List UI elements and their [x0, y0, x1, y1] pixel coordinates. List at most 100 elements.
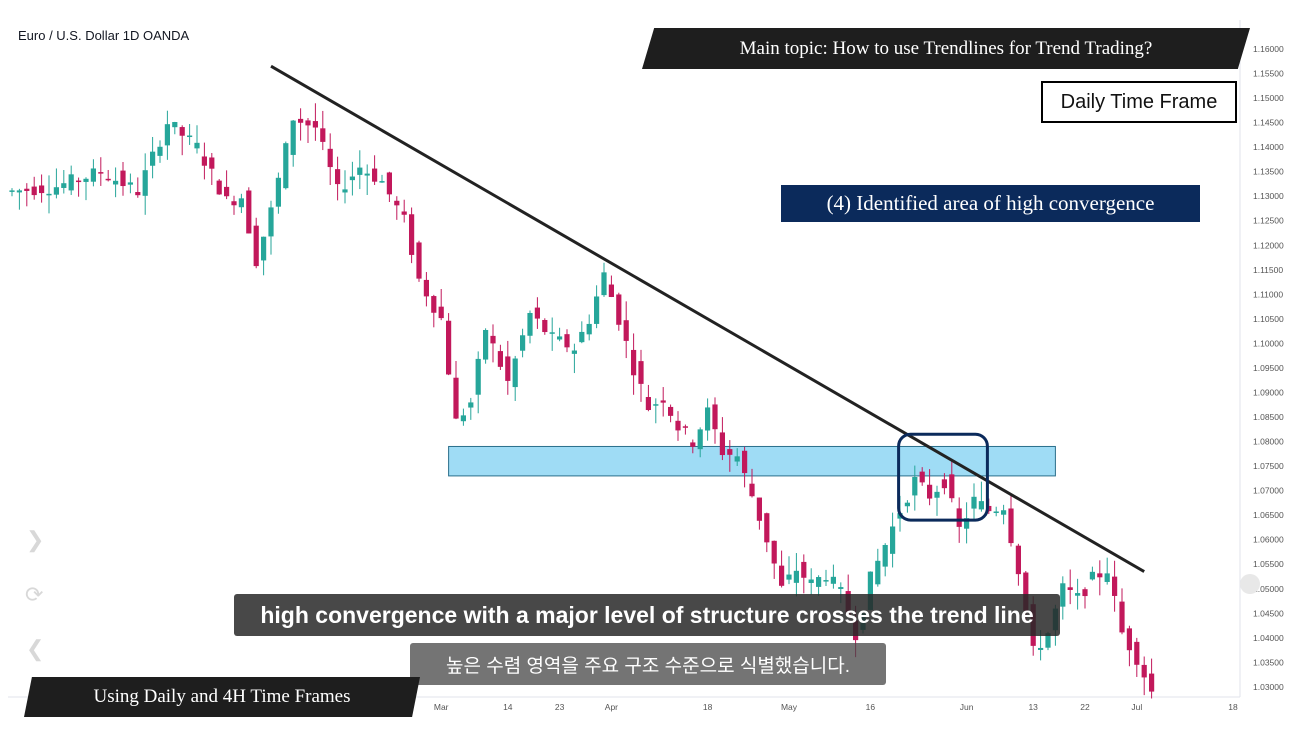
- x-tick-label: 14: [503, 702, 513, 712]
- candle-body: [98, 172, 104, 174]
- candle-body: [187, 135, 193, 138]
- candle-body: [527, 312, 533, 336]
- candle-body: [749, 483, 755, 497]
- x-tick-label: 18: [703, 702, 713, 712]
- candle-body: [349, 176, 355, 181]
- candle-body: [135, 192, 141, 196]
- candle-body: [453, 377, 459, 419]
- candle-body: [638, 361, 644, 384]
- y-tick-label: 1.11500: [1253, 265, 1283, 275]
- y-tick-label: 1.11000: [1253, 289, 1283, 299]
- candle-body: [912, 477, 918, 496]
- y-tick-label: 1.08000: [1253, 437, 1284, 447]
- candle-body: [1045, 633, 1051, 648]
- candle-body: [616, 294, 622, 325]
- candle-body: [1008, 508, 1014, 544]
- candle-body: [579, 331, 585, 343]
- candle-body: [941, 479, 947, 489]
- y-tick-label: 1.12500: [1253, 216, 1284, 226]
- x-tick-label: 16: [866, 702, 876, 712]
- y-tick-label: 1.05500: [1253, 559, 1284, 569]
- candle-body: [231, 201, 237, 206]
- candle-body: [423, 279, 429, 297]
- y-tick-label: 1.04500: [1253, 608, 1284, 618]
- candle-body: [875, 560, 881, 585]
- candle-body: [571, 350, 577, 354]
- candle-body: [971, 496, 977, 509]
- convergence-highlight-box: [897, 432, 989, 522]
- y-tick-label: 1.13500: [1253, 167, 1284, 177]
- refresh-icon[interactable]: ⟳: [25, 582, 44, 607]
- candle-body: [290, 120, 296, 155]
- y-tick-label: 1.15500: [1253, 69, 1284, 79]
- y-tick-label: 1.06500: [1253, 510, 1284, 520]
- y-tick-label: 1.10000: [1253, 338, 1284, 348]
- candle-body: [372, 168, 378, 182]
- candle-body: [342, 189, 348, 193]
- candle-body: [401, 211, 407, 215]
- candle-body: [557, 336, 563, 340]
- y-tick-label: 1.09000: [1253, 387, 1284, 397]
- candle-body: [594, 296, 600, 324]
- candle-body: [394, 200, 400, 206]
- x-tick-label: Apr: [605, 702, 618, 712]
- candle-body: [31, 186, 37, 196]
- candle-body: [631, 349, 637, 376]
- candle-body: [120, 170, 126, 187]
- x-tick-label: May: [781, 702, 798, 712]
- candle-body: [549, 332, 555, 334]
- candle-body: [1104, 573, 1110, 582]
- candle-body: [164, 124, 170, 146]
- candle-body: [357, 167, 363, 175]
- candle-body: [660, 400, 666, 403]
- candle-body: [335, 169, 341, 185]
- candle-body: [364, 173, 370, 176]
- candle-body: [668, 406, 674, 416]
- y-tick-label: 1.08500: [1253, 412, 1284, 422]
- candle-body: [690, 442, 696, 447]
- candle-body: [298, 118, 304, 123]
- candle-body: [238, 198, 244, 208]
- candle-body: [416, 242, 422, 279]
- candle-body: [379, 181, 385, 183]
- y-tick-label: 1.14500: [1253, 118, 1284, 128]
- y-tick-label: 1.10500: [1253, 314, 1284, 324]
- candle-body: [305, 120, 311, 126]
- candle-body: [823, 580, 829, 582]
- candle-body: [742, 450, 748, 474]
- candle-body: [142, 170, 148, 196]
- y-tick-label: 1.03000: [1253, 682, 1284, 692]
- candle-body: [431, 296, 437, 313]
- candle-body: [978, 501, 984, 510]
- candle-body: [76, 180, 82, 183]
- chevron-left-icon[interactable]: ❮: [26, 636, 45, 661]
- candle-body: [675, 420, 681, 431]
- x-tick-label: 23: [555, 702, 565, 712]
- candle-body: [90, 168, 96, 182]
- candle-body: [46, 193, 52, 196]
- candle-body: [697, 429, 703, 450]
- candle-body: [468, 402, 474, 408]
- main-topic-banner: Main topic: How to use Trendlines for Tr…: [642, 28, 1250, 69]
- x-tick-label: 18: [1228, 702, 1238, 712]
- candle-body: [179, 127, 185, 136]
- candle-body: [564, 334, 570, 348]
- y-tick-label: 1.05000: [1253, 584, 1284, 594]
- candle-body: [601, 272, 607, 296]
- candle-body: [964, 518, 970, 529]
- candle-body: [682, 426, 688, 428]
- candle-body: [623, 320, 629, 341]
- y-tick-label: 1.03500: [1253, 657, 1284, 667]
- candle-body: [490, 335, 496, 344]
- candle-body: [586, 323, 592, 335]
- x-tick-label: 22: [1080, 702, 1090, 712]
- candle-body: [446, 320, 452, 375]
- chevron-right-icon[interactable]: ❯: [26, 527, 45, 552]
- y-tick-label: 1.07000: [1253, 486, 1284, 496]
- candle-body: [608, 284, 614, 297]
- candle-body: [438, 306, 444, 319]
- candle-body: [734, 456, 740, 462]
- candle-body: [949, 474, 955, 499]
